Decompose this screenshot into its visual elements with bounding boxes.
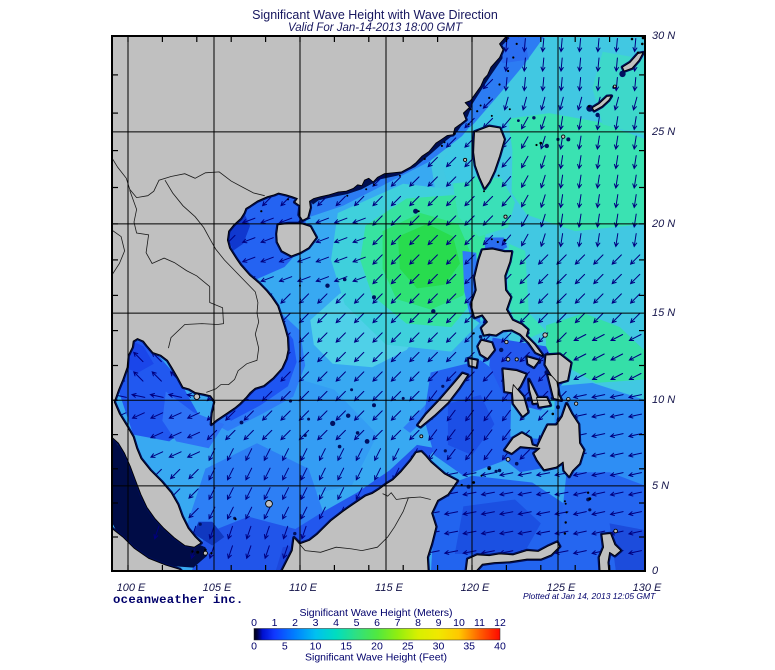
svg-text:7: 7 [395,617,401,629]
svg-text:25 N: 25 N [651,126,675,138]
svg-text:Significant Wave Height (Meter: Significant Wave Height (Meters) [299,607,452,619]
svg-text:15 N: 15 N [652,307,675,319]
svg-text:30: 30 [433,641,445,653]
svg-text:11: 11 [474,617,485,629]
svg-text:25: 25 [402,641,414,653]
svg-text:6: 6 [374,617,380,629]
svg-text:2: 2 [292,617,298,629]
svg-text:4: 4 [333,617,339,629]
svg-text:40: 40 [494,641,506,653]
svg-text:105 E: 105 E [203,582,232,594]
svg-text:3: 3 [313,617,319,629]
svg-text:5: 5 [354,617,360,629]
svg-text:20 N: 20 N [651,218,675,230]
svg-text:1: 1 [272,617,278,629]
svg-text:110 E: 110 E [289,582,318,594]
svg-text:0: 0 [251,617,257,629]
svg-text:10: 10 [310,641,322,653]
svg-text:Plotted at Jan 14, 2013 12:05: Plotted at Jan 14, 2013 12:05 GMT [523,591,656,601]
svg-text:9: 9 [436,617,442,629]
svg-text:Valid For Jan-14-2013 18:00 GM: Valid For Jan-14-2013 18:00 GMT [288,22,463,34]
svg-text:0: 0 [251,641,257,653]
svg-text:10 N: 10 N [652,394,675,406]
svg-text:20: 20 [371,641,383,653]
svg-text:130 E: 130 E [633,582,662,594]
svg-text:120 E: 120 E [461,582,490,594]
svg-text:10: 10 [453,617,465,629]
svg-text:115 E: 115 E [375,582,404,594]
svg-text:12: 12 [494,617,506,629]
svg-text:0: 0 [652,565,659,577]
svg-text:30 N: 30 N [652,30,675,42]
svg-text:Significant Wave Height (Feet): Significant Wave Height (Feet) [305,652,447,664]
svg-text:Significant Wave Height with W: Significant Wave Height with Wave Direct… [252,8,498,22]
svg-text:8: 8 [415,617,421,629]
svg-text:oceanweather inc.: oceanweather inc. [113,593,244,607]
svg-text:5 N: 5 N [652,480,669,492]
svg-text:5: 5 [282,641,288,653]
svg-text:35: 35 [463,641,475,653]
svg-text:15: 15 [340,641,352,653]
svg-text:100 E: 100 E [117,582,146,594]
svg-text:125 E: 125 E [547,582,576,594]
